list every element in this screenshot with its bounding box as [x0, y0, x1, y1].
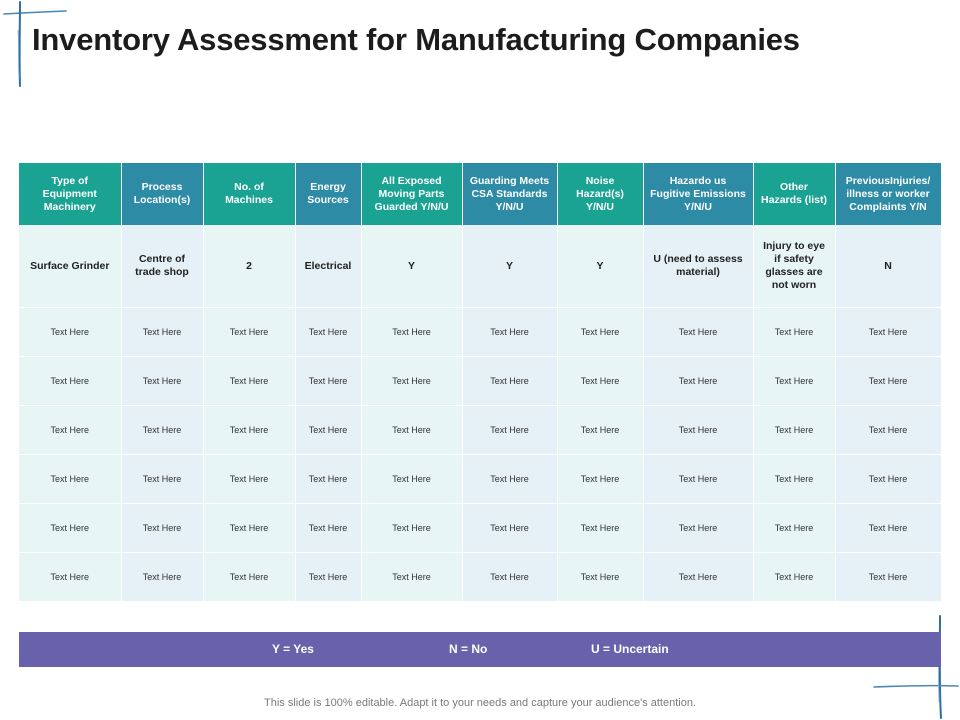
table-cell: Text Here: [295, 552, 362, 602]
table-cell: Text Here: [462, 552, 558, 602]
table-cell: Text Here: [361, 405, 463, 455]
table-cell: Text Here: [361, 454, 463, 504]
table-cell: Text Here: [121, 356, 204, 406]
table-cell: Electrical: [295, 225, 362, 308]
table-cell: U (need to assess material): [643, 225, 754, 308]
table-row: Text Here Text Here Text Here Text Here …: [19, 356, 942, 406]
table-cell: Text Here: [203, 356, 296, 406]
column-header: Process Location(s): [121, 163, 204, 225]
table-cell: Text Here: [121, 405, 204, 455]
table-cell: N: [835, 225, 942, 308]
table-cell: Text Here: [753, 552, 836, 602]
table-cell: Text Here: [121, 503, 204, 553]
table-cell: Text Here: [835, 307, 942, 357]
column-header: No. of Machines: [203, 163, 296, 225]
column-header: Noise Hazard(s) Y/N/U: [557, 163, 644, 225]
table-cell: Text Here: [557, 552, 644, 602]
table-cell: Text Here: [753, 454, 836, 504]
table-cell: Text Here: [19, 405, 122, 455]
table-cell: Y: [462, 225, 558, 308]
table-cell: Text Here: [19, 307, 122, 357]
table-cell: Text Here: [753, 405, 836, 455]
table-row: Surface Grinder Centre of trade shop 2 E…: [19, 225, 942, 308]
table-cell: Text Here: [557, 307, 644, 357]
table-header-row: Type of Equipment Machinery Process Loca…: [19, 163, 942, 225]
table-cell: Y: [361, 225, 463, 308]
table-cell: Text Here: [643, 356, 754, 406]
table-cell: Text Here: [121, 307, 204, 357]
table-cell: Text Here: [203, 307, 296, 357]
column-header: PreviousInjuries/ illness or worker Comp…: [835, 163, 942, 225]
table-cell: Text Here: [361, 356, 463, 406]
table-cell: Injury to eye if safety glasses are not …: [753, 225, 836, 308]
legend-bar: Y = Yes N = No U = Uncertain: [19, 632, 941, 667]
table-cell: Text Here: [203, 405, 296, 455]
table-cell: Text Here: [121, 552, 204, 602]
page-title: Inventory Assessment for Manufacturing C…: [32, 22, 800, 57]
table-cell: Text Here: [835, 503, 942, 553]
legend-no: N = No: [449, 642, 488, 656]
table-cell: Text Here: [295, 307, 362, 357]
table-row: Text Here Text Here Text Here Text Here …: [19, 307, 942, 357]
table-cell: Text Here: [557, 503, 644, 553]
table-cell: Text Here: [295, 503, 362, 553]
brush-stroke-top-left-icon: [0, 0, 70, 90]
table-cell: Text Here: [835, 405, 942, 455]
table-cell: Text Here: [203, 454, 296, 504]
footer-note: This slide is 100% editable. Adapt it to…: [264, 697, 696, 709]
table-row: Text Here Text Here Text Here Text Here …: [19, 405, 942, 455]
table-cell: Text Here: [835, 356, 942, 406]
table-cell: Text Here: [121, 454, 204, 504]
table-cell: Text Here: [19, 503, 122, 553]
table-cell: Y: [557, 225, 644, 308]
table-cell: Text Here: [203, 503, 296, 553]
table-cell: Text Here: [361, 552, 463, 602]
table-cell: Text Here: [295, 405, 362, 455]
table-cell: Text Here: [643, 405, 754, 455]
column-header: Hazardo us Fugitive Emissions Y/N/U: [643, 163, 754, 225]
column-header: Other Hazards (list): [753, 163, 836, 225]
inventory-table: Type of Equipment Machinery Process Loca…: [19, 163, 942, 602]
table-cell: Text Here: [557, 356, 644, 406]
table-cell: Text Here: [203, 552, 296, 602]
table-cell: Text Here: [295, 356, 362, 406]
legend-yes: Y = Yes: [272, 642, 314, 656]
column-header: Type of Equipment Machinery: [19, 163, 122, 225]
table-cell: Text Here: [643, 503, 754, 553]
table-cell: Text Here: [835, 454, 942, 504]
table-cell: Text Here: [295, 454, 362, 504]
table-cell: Text Here: [557, 405, 644, 455]
table-cell: Text Here: [361, 307, 463, 357]
column-header: Energy Sources: [295, 163, 362, 225]
table-cell: Surface Grinder: [19, 225, 122, 308]
table-cell: Text Here: [643, 552, 754, 602]
table-cell: Text Here: [462, 503, 558, 553]
table-cell: Text Here: [557, 454, 644, 504]
table-cell: 2: [203, 225, 296, 308]
table-cell: Text Here: [835, 552, 942, 602]
table-cell: Text Here: [19, 356, 122, 406]
table-cell: Text Here: [462, 356, 558, 406]
column-header: All Exposed Moving Parts Guarded Y/N/U: [361, 163, 463, 225]
table-cell: Text Here: [753, 307, 836, 357]
table-row: Text Here Text Here Text Here Text Here …: [19, 552, 942, 602]
table-row: Text Here Text Here Text Here Text Here …: [19, 503, 942, 553]
column-header: Guarding Meets CSA Standards Y/N/U: [462, 163, 558, 225]
table-cell: Text Here: [19, 552, 122, 602]
table-cell: Text Here: [643, 307, 754, 357]
table-cell: Text Here: [462, 405, 558, 455]
table-cell: Centre of trade shop: [121, 225, 204, 308]
table-cell: Text Here: [19, 454, 122, 504]
table-cell: Text Here: [753, 503, 836, 553]
table-cell: Text Here: [753, 356, 836, 406]
table-cell: Text Here: [643, 454, 754, 504]
table-cell: Text Here: [462, 454, 558, 504]
legend-uncertain: U = Uncertain: [591, 642, 669, 656]
table-cell: Text Here: [361, 503, 463, 553]
table-row: Text Here Text Here Text Here Text Here …: [19, 454, 942, 504]
table-cell: Text Here: [462, 307, 558, 357]
